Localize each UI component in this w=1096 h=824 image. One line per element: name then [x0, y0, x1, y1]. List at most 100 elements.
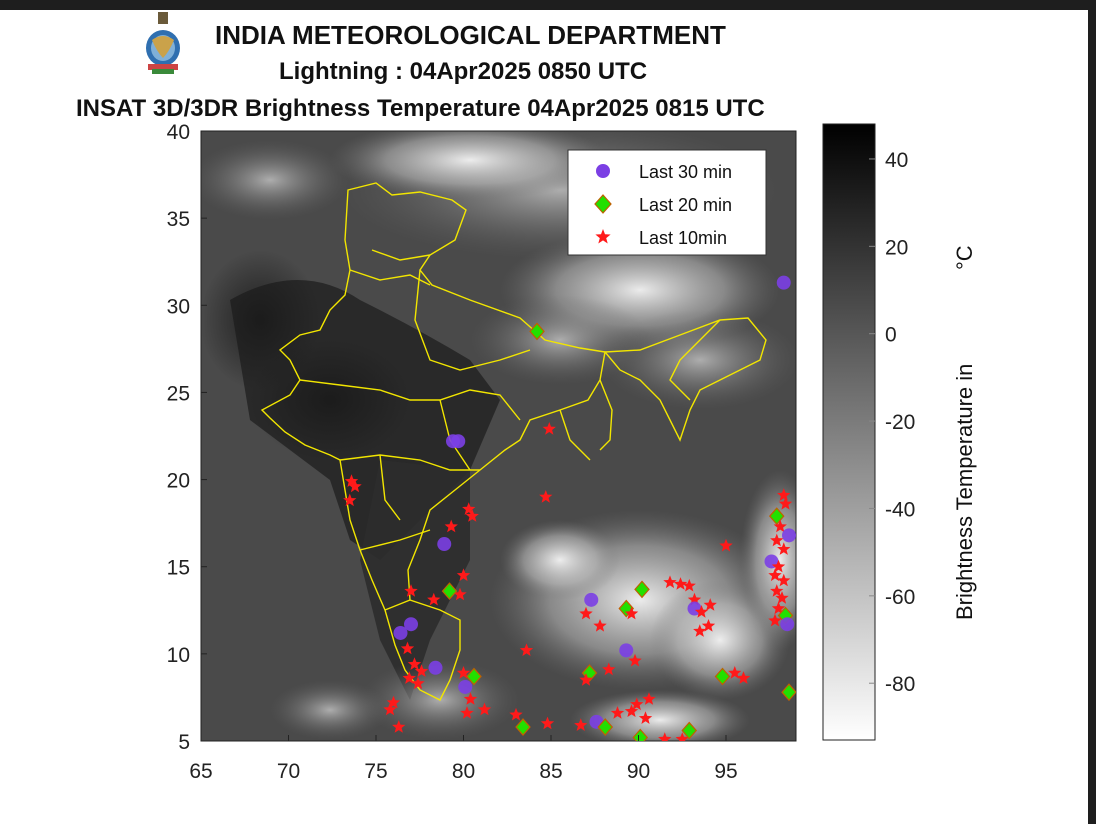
lightning-10min-marker — [411, 676, 425, 690]
lat-tick-label: 25 — [167, 382, 190, 405]
lightning-10min-marker — [400, 641, 415, 655]
lightning-10min-marker — [771, 601, 786, 615]
lightning-30min-marker — [428, 660, 443, 675]
lightning-20min-marker — [515, 718, 531, 736]
lightning-10min-marker — [383, 702, 397, 716]
lightning-20min-marker — [441, 582, 458, 601]
legend: Last 30 min Last 20 min Last 10min — [567, 149, 767, 256]
colorbar-tick-label: -20 — [885, 411, 915, 434]
lightning-30min-marker — [393, 625, 408, 640]
lat-tick-label: 30 — [167, 295, 190, 318]
lightning-10min-marker — [593, 619, 607, 632]
lightning-title: Lightning : 04Apr2025 0850 UTC — [279, 58, 648, 85]
legend-circle-icon — [596, 164, 610, 178]
lon-tick-label: 70 — [277, 760, 300, 783]
lightning-10min-marker — [719, 538, 733, 552]
lightning-10min-marker — [477, 702, 492, 716]
lightning-10min-marker — [701, 619, 716, 632]
lightning-10min-marker — [687, 592, 702, 606]
satellite-imagery — [201, 131, 796, 741]
lon-tick-label: 80 — [452, 760, 475, 783]
lightning-30min-marker — [584, 592, 599, 607]
colorbar: 40 20 0 -20 -40 -60 -80 Brightness Temperature… — [822, 123, 977, 741]
lightning-10min-marker — [427, 592, 441, 606]
lat-tick-label: 35 — [167, 208, 190, 231]
lightning-10min-marker — [663, 575, 677, 589]
lon-tick-label: 65 — [189, 760, 212, 783]
lightning-10min-marker — [675, 732, 689, 741]
lightning-markers — [343, 275, 796, 741]
lightning-10min-marker — [414, 664, 429, 677]
lightning-30min-marker — [446, 434, 460, 449]
lat-tick-label: 10 — [167, 644, 190, 667]
lightning-10min-marker — [392, 720, 406, 733]
lon-tick-label: 95 — [714, 760, 737, 783]
lightning-10min-marker — [465, 509, 479, 522]
lightning-10min-marker — [509, 707, 523, 721]
lightning-30min-marker — [437, 537, 452, 552]
lightning-20min-marker — [681, 721, 698, 740]
legend-diamond-icon — [594, 194, 612, 214]
lightning-10min-marker — [348, 479, 362, 493]
org-title: INDIA METEOROLOGICAL DEPARTMENT — [215, 20, 726, 50]
lightning-10min-marker — [402, 671, 416, 684]
lat-tick-label: 15 — [167, 557, 190, 580]
lightning-30min-marker — [458, 679, 473, 694]
plot-frame — [200, 130, 797, 742]
lightning-10min-marker — [540, 716, 555, 730]
lightning-10min-marker — [574, 718, 588, 731]
lightning-20min-marker — [634, 580, 650, 599]
lightning-10min-marker — [777, 573, 791, 587]
legend-label-30: Last 30 min — [639, 162, 732, 182]
lightning-10min-marker — [777, 542, 791, 555]
lightning-10min-marker — [728, 666, 742, 679]
lon-tick-label: 85 — [539, 760, 562, 783]
colorbar-tick-label: -60 — [885, 586, 915, 609]
lightning-10min-marker — [775, 591, 789, 604]
lightning-10min-marker — [736, 671, 751, 684]
lightning-10min-marker — [579, 606, 593, 620]
lightning-10min-marker — [386, 695, 401, 709]
latitude-axis: 40 35 30 25 20 15 10 5 — [167, 121, 207, 754]
lightning-10min-marker — [407, 657, 422, 670]
lightning-10min-marker — [682, 578, 696, 592]
lightning-10min-marker — [778, 497, 793, 510]
lon-tick-label: 75 — [364, 760, 387, 783]
lightning-10min-marker — [404, 584, 418, 597]
lightning-20min-marker — [466, 667, 482, 686]
lightning-10min-marker — [658, 732, 672, 741]
lightning-30min-marker — [780, 617, 795, 632]
lightning-30min-marker — [619, 643, 634, 658]
lightning-10min-marker — [456, 666, 471, 679]
lightning-10min-marker — [462, 502, 476, 515]
lightning-10min-marker — [343, 493, 357, 507]
lat-tick-label: 20 — [167, 470, 190, 493]
legend-star-icon — [595, 229, 611, 244]
lightning-10min-marker — [624, 606, 639, 620]
lightning-10min-marker — [519, 643, 534, 656]
country-state-boundaries — [260, 182, 767, 701]
lightning-10min-marker — [630, 697, 644, 711]
lightning-20min-marker — [529, 322, 545, 341]
lightning-10min-marker — [771, 559, 786, 573]
lightning-10min-marker — [693, 624, 707, 637]
lightning-10min-marker — [539, 490, 553, 503]
lightning-30min-marker — [776, 275, 791, 290]
lightning-10min-marker — [628, 653, 642, 667]
lightning-20min-marker — [632, 728, 649, 741]
lightning-10min-marker — [777, 488, 791, 501]
lightning-10min-marker — [610, 706, 625, 719]
lightning-10min-marker — [770, 584, 784, 597]
lightning-20min-marker — [597, 718, 614, 736]
lightning-10min-marker — [703, 598, 717, 611]
lightning-20min-marker — [781, 683, 796, 702]
lightning-30min-marker — [782, 528, 796, 543]
lightning-30min-marker — [404, 617, 418, 632]
lightning-10min-marker — [463, 692, 478, 705]
colorbar-tick-label: -80 — [885, 673, 915, 696]
lightning-10min-marker — [768, 613, 782, 627]
lightning-10min-marker — [542, 422, 556, 435]
product-title: INSAT 3D/3DR Brightness Temperature 04Ap… — [76, 95, 765, 122]
lightning-20min-marker — [618, 599, 635, 618]
